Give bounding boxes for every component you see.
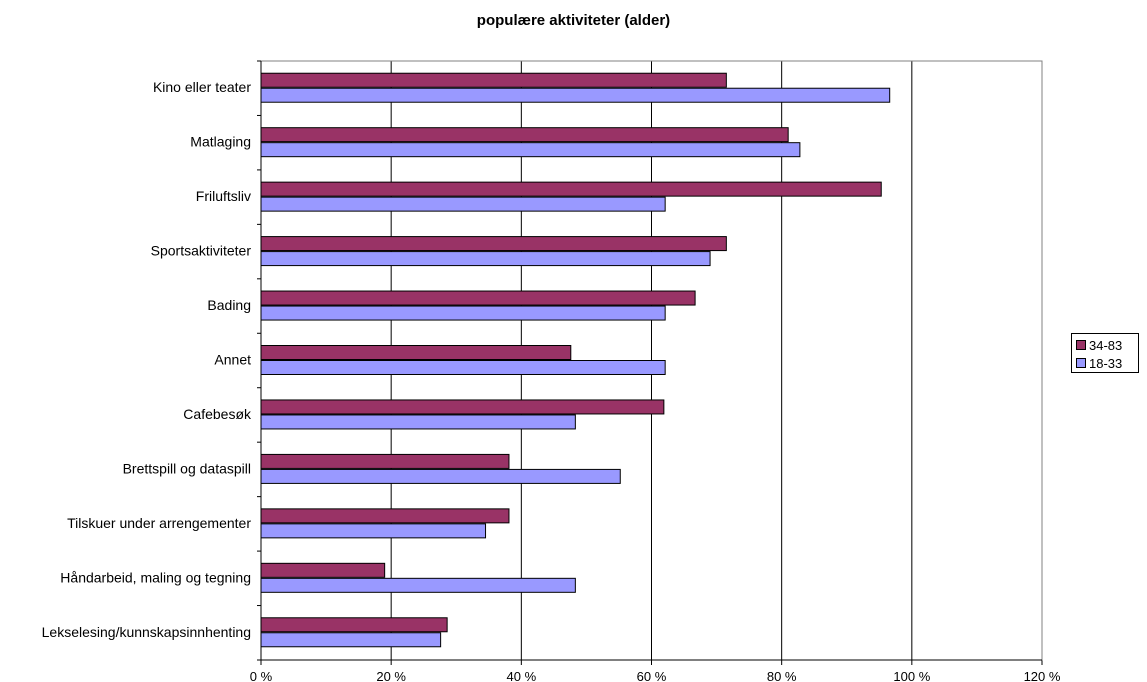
y-category-label: Annet: [214, 352, 251, 368]
bar-18-33: [260, 305, 666, 321]
y-category-label: Friluftsliv: [196, 188, 251, 204]
y-category-label: Cafebesøk: [183, 406, 252, 422]
y-category-label: Brettspill og dataspill: [123, 460, 251, 476]
x-tick-label: 40 %: [507, 669, 537, 682]
x-tick-label: 120 %: [1024, 669, 1061, 682]
bar-layer: [260, 72, 891, 648]
bar-34-83: [260, 181, 882, 197]
legend-item-34-83: 34-83: [1076, 336, 1138, 354]
bar-18-33: [260, 87, 891, 103]
bar-34-83: [260, 290, 696, 306]
y-category-label: Kino eller teater: [153, 79, 251, 95]
bar-34-83: [260, 72, 727, 88]
bar-18-33: [260, 251, 711, 267]
axis-layer: [257, 60, 1043, 665]
x-tick-label: 20 %: [376, 669, 406, 682]
label-layer: 0 % 20 % 40 % 60 % 80 % 100 % 120 % Kino eller …: [42, 79, 1061, 682]
bar-34-83: [260, 617, 448, 633]
y-category-label: Tilskuer under arrengementer: [67, 515, 251, 531]
legend-swatch-34-83: [1076, 340, 1086, 350]
bar-34-83: [260, 508, 510, 524]
bar-34-83: [260, 345, 572, 360]
x-tick-label: 100 %: [893, 669, 930, 682]
y-category-label: Bading: [207, 297, 251, 313]
legend-label: 18-33: [1089, 355, 1123, 371]
bar-34-83: [260, 453, 510, 469]
bar-18-33: [260, 360, 666, 375]
y-category-label: Håndarbeid, maling og tegning: [60, 569, 251, 585]
legend-item-18-33: 18-33: [1076, 354, 1138, 372]
legend: 34-83 18-33: [1071, 333, 1139, 373]
bar-34-83: [260, 399, 665, 415]
bar-18-33: [260, 196, 666, 212]
y-category-label: Lekselesing/kunnskapsinnhenting: [42, 624, 251, 640]
chart-title: populære aktiviteter (alder): [476, 12, 671, 29]
legend-swatch-18-33: [1076, 358, 1086, 368]
bar-18-33: [260, 414, 576, 430]
x-tick-label: 60 %: [637, 669, 667, 682]
bar-18-33: [260, 468, 621, 484]
x-tick-label: 80 %: [767, 669, 797, 682]
bar-18-33: [260, 632, 442, 648]
x-tick-label: 0 %: [250, 669, 273, 682]
bar-18-33: [260, 523, 487, 539]
bar-18-33: [260, 142, 801, 158]
y-category-label: Matlaging: [190, 134, 251, 150]
bar-34-83: [260, 562, 386, 578]
y-category-label: Sportsaktiviteter: [151, 243, 252, 259]
bar-34-83: [260, 236, 727, 252]
bar-34-83: [260, 127, 789, 143]
bar-18-33: [260, 577, 576, 593]
legend-label: 34-83: [1089, 337, 1123, 353]
